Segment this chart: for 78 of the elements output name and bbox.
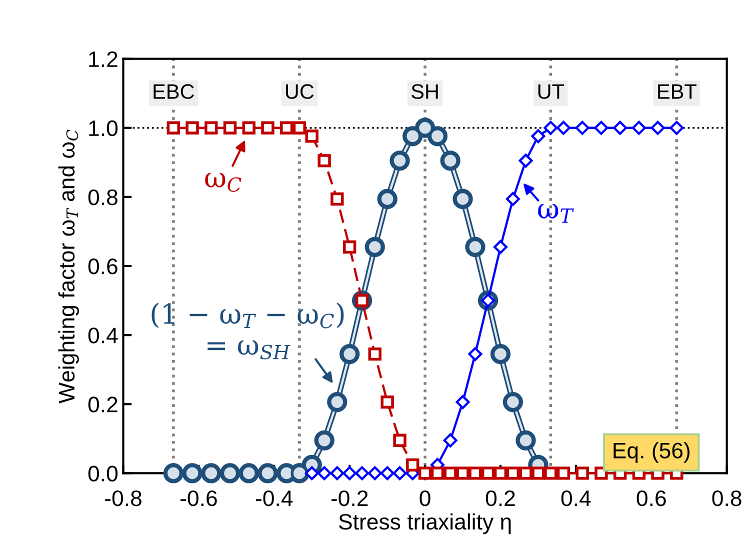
y-tick-label: 1.0 xyxy=(89,120,118,136)
y-tick-label: 1.2 xyxy=(89,51,118,67)
point xyxy=(556,466,570,480)
ref-line-label: UC xyxy=(286,84,314,99)
point xyxy=(242,121,256,134)
point xyxy=(368,347,382,361)
y-axis-title: Weighting factor ω$_{T}$ and ω$_{C}$ xyxy=(58,130,79,404)
point xyxy=(261,121,274,134)
point xyxy=(519,466,532,480)
x-tick-label: 0.6 xyxy=(636,490,666,506)
annotation: ω$_{T}$ xyxy=(538,204,574,223)
point xyxy=(318,154,331,168)
point xyxy=(456,466,470,480)
x-tick-label: 0.4 xyxy=(561,490,591,506)
point xyxy=(166,121,180,134)
point xyxy=(443,433,458,448)
point xyxy=(531,129,546,144)
y-tick-label: 0.6 xyxy=(88,258,118,274)
point xyxy=(468,466,482,480)
x-axis-title: Stress triaxiality η xyxy=(338,513,511,534)
point xyxy=(430,466,444,480)
x-tick-label: -0.8 xyxy=(105,490,142,506)
point xyxy=(444,466,457,480)
point xyxy=(330,466,344,480)
x-tick-label: 0.8 xyxy=(712,490,742,506)
point xyxy=(456,395,470,410)
ref-line-label: SH xyxy=(412,84,438,99)
point xyxy=(368,466,382,480)
point xyxy=(575,120,590,135)
point xyxy=(342,240,356,254)
point xyxy=(468,347,482,362)
point xyxy=(518,154,533,168)
point xyxy=(380,395,394,409)
point xyxy=(544,120,558,135)
point xyxy=(532,466,545,480)
point xyxy=(544,466,558,480)
point xyxy=(292,121,306,134)
point xyxy=(393,434,406,447)
point xyxy=(380,466,394,480)
x-tick-label: 0 xyxy=(420,490,430,506)
point xyxy=(392,466,407,480)
point xyxy=(493,240,508,254)
point xyxy=(650,120,665,135)
point xyxy=(305,130,318,143)
point xyxy=(280,121,294,134)
point xyxy=(670,120,684,135)
y-tick-label: 0.8 xyxy=(88,189,118,206)
x-tick-label: -0.6 xyxy=(180,490,217,506)
ref-line-label: EBT xyxy=(658,84,696,99)
text: (1 − ω$_{T}$ − ω$_{C}$) = ω$_{SH}$ xyxy=(152,302,344,360)
x-tick-label: -0.2 xyxy=(331,490,368,506)
point xyxy=(494,466,508,480)
annotation: Eq. (56) xyxy=(614,442,690,463)
point xyxy=(556,120,570,135)
point xyxy=(342,466,357,480)
point xyxy=(304,466,319,480)
point xyxy=(406,458,420,472)
point xyxy=(186,121,199,134)
point xyxy=(204,121,218,134)
point xyxy=(613,120,628,135)
x-tick-label: -0.4 xyxy=(256,490,293,506)
point xyxy=(576,466,589,480)
annotation: ω$_{C}$ xyxy=(205,172,242,192)
point xyxy=(355,466,370,480)
point xyxy=(481,466,495,480)
y-tick-label: 0.2 xyxy=(88,396,118,412)
point xyxy=(330,192,344,206)
point xyxy=(317,466,332,480)
point xyxy=(223,121,237,134)
ref-line-label: EBC xyxy=(154,84,194,99)
point xyxy=(506,192,520,206)
point xyxy=(632,120,646,135)
y-tick-label: 0.4 xyxy=(88,328,118,344)
x-tick-label: 0.2 xyxy=(486,490,515,506)
y-tick-label: 0.0 xyxy=(88,466,118,482)
point xyxy=(506,466,520,480)
ref-line-label: UT xyxy=(538,84,564,99)
point xyxy=(594,120,608,135)
